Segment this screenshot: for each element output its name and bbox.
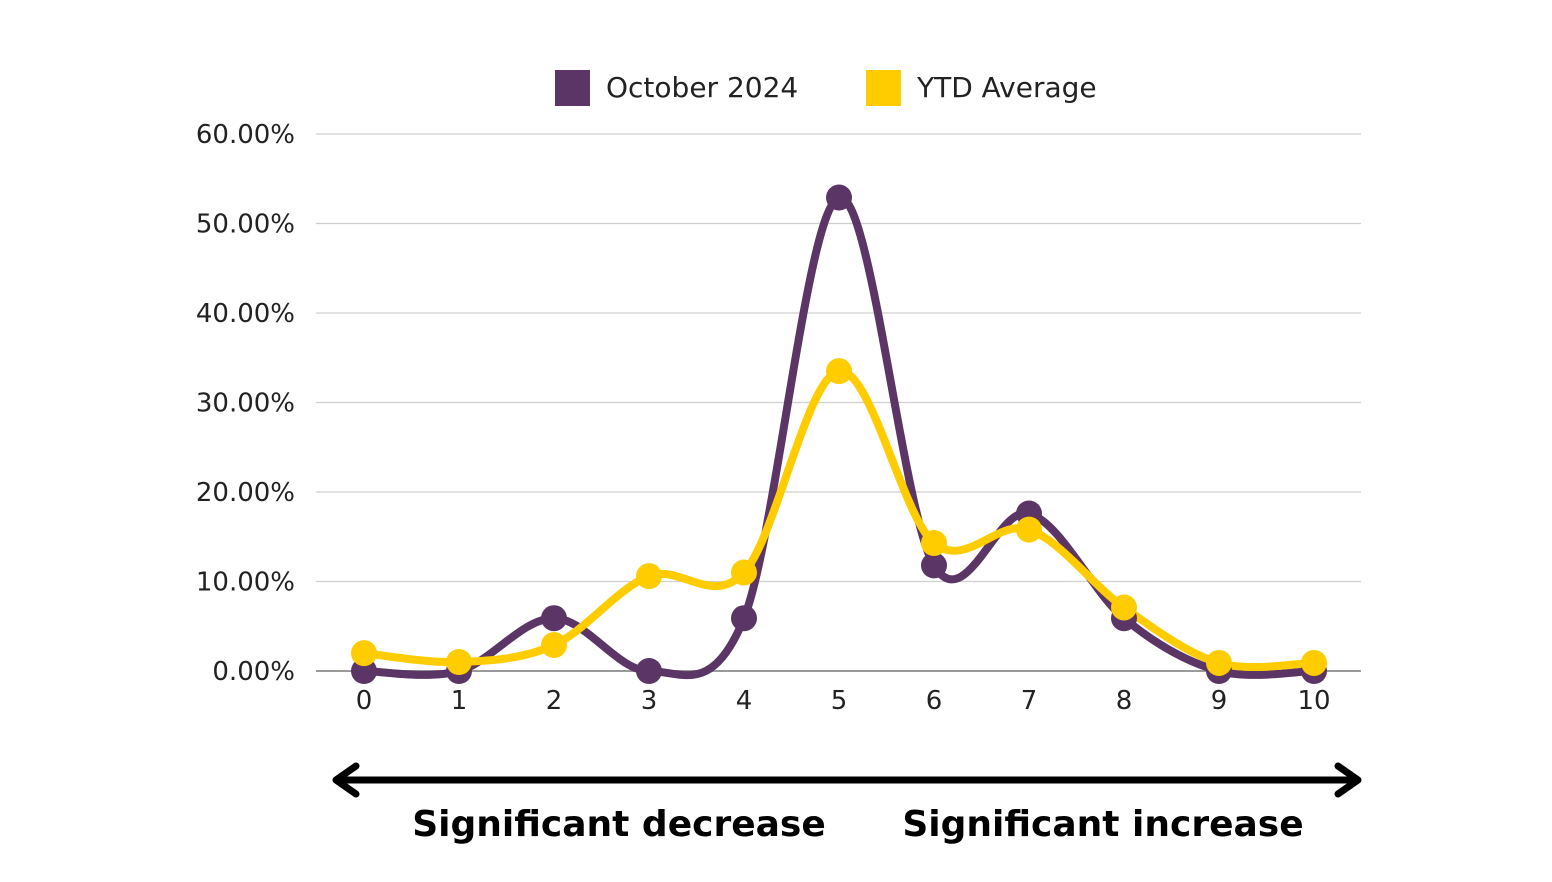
x-tick-label: 8 — [1116, 686, 1133, 716]
arrow-head-right — [1334, 762, 1362, 798]
y-axis-ticks: 0.00% 10.00% 20.00% 30.00% 40.00% 50.00% 60.00… — [196, 120, 295, 687]
y-tick-label: 0.00% — [212, 657, 295, 687]
x-tick-label: 2 — [546, 686, 563, 716]
legend: October 2024 YTD Average — [555, 70, 1097, 106]
x-tick-label: 10 — [1297, 686, 1330, 716]
data-point-october-2024 — [826, 184, 852, 211]
data-point-ytd-average — [351, 640, 377, 667]
significant-increase-label: Significant increase — [902, 804, 1303, 845]
y-tick-label: 10.00% — [196, 568, 295, 598]
series-points — [351, 184, 1327, 684]
x-tick-label: 3 — [641, 686, 658, 716]
data-point-october-2024 — [731, 605, 757, 632]
y-tick-label: 40.00% — [196, 299, 295, 329]
series-lines — [360, 193, 1318, 680]
gridlines — [316, 133, 1361, 672]
y-tick-label: 30.00% — [196, 389, 295, 419]
y-tick-label: 60.00% — [196, 120, 295, 150]
y-tick-label: 50.00% — [196, 210, 295, 240]
x-axis-ticks: 0 1 2 3 4 5 6 7 8 9 10 — [356, 686, 1331, 716]
data-point-october-2024 — [351, 658, 377, 684]
data-point-ytd-average — [1016, 516, 1042, 543]
data-point-ytd-average — [541, 632, 567, 659]
data-point-ytd-average — [1301, 649, 1327, 676]
data-point-ytd-average — [1111, 594, 1137, 621]
x-tick-label: 4 — [736, 686, 753, 716]
data-point-october-2024 — [921, 552, 947, 579]
y-tick-label: 20.00% — [196, 478, 295, 508]
series-line-october-2024 — [360, 193, 1318, 680]
data-point-october-2024 — [636, 658, 662, 684]
data-point-ytd-average — [446, 649, 472, 676]
data-point-ytd-average — [636, 563, 662, 590]
series-line-ytd-average — [360, 367, 1318, 672]
legend-swatch-october-2024 — [555, 70, 590, 106]
data-point-ytd-average — [731, 559, 757, 586]
data-point-october-2024 — [541, 605, 567, 632]
direction-arrow — [332, 762, 1362, 798]
legend-swatch-ytd-average — [866, 70, 901, 106]
data-point-ytd-average — [826, 358, 852, 385]
legend-label-october-2024: October 2024 — [606, 71, 798, 104]
x-tick-label: 6 — [926, 686, 943, 716]
significant-decrease-label: Significant decrease — [412, 804, 826, 845]
data-point-ytd-average — [921, 530, 947, 557]
legend-label-ytd-average: YTD Average — [916, 71, 1097, 104]
x-tick-label: 7 — [1021, 686, 1038, 716]
arrow-head-left — [332, 762, 360, 798]
data-point-ytd-average — [1206, 649, 1232, 676]
x-tick-label: 0 — [356, 686, 373, 716]
x-tick-label: 9 — [1211, 686, 1228, 716]
x-tick-label: 5 — [831, 686, 848, 716]
x-tick-label: 1 — [451, 686, 468, 716]
